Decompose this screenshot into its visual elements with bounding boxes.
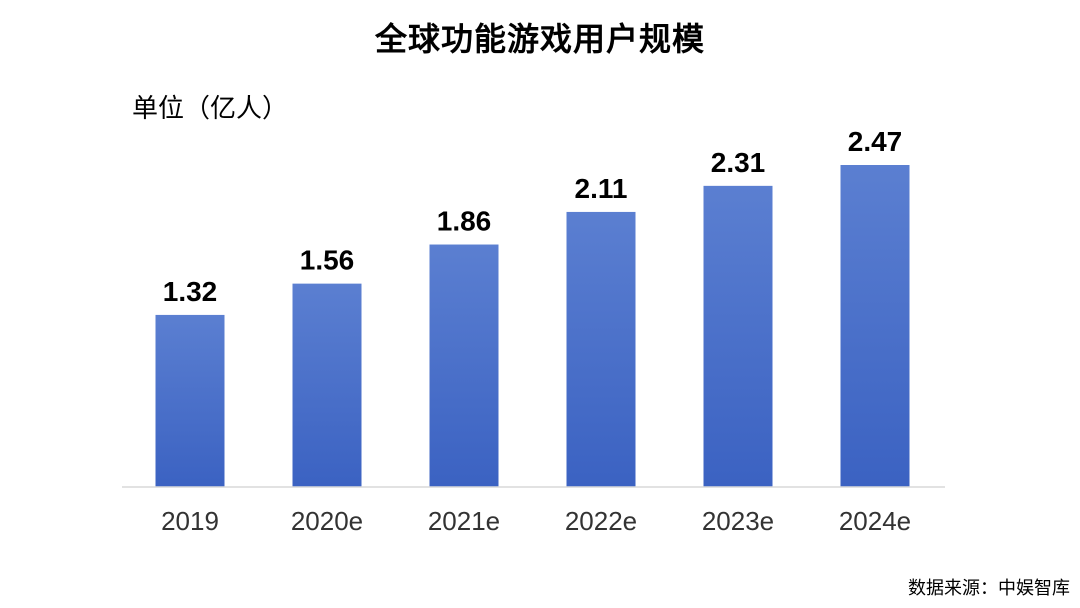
bar-2020e <box>292 283 362 487</box>
bar-2024e <box>840 165 910 487</box>
source-label: 数据来源：中娱智库 <box>908 578 1070 599</box>
x-tick-label-2019: 2019 <box>161 506 219 536</box>
x-tick-label-2023e: 2023e <box>702 506 774 536</box>
ticks-layer: 2019 2020e 2021e 2022e 2023e 2024e <box>161 506 911 536</box>
value-label-2020e: 1.56 <box>300 245 355 276</box>
value-label-2023e: 2.31 <box>711 147 766 178</box>
x-tick-label-2021e: 2021e <box>428 506 500 536</box>
bars-layer <box>155 165 910 488</box>
unit-label: 单位（亿人） <box>132 94 289 124</box>
x-tick-label-2022e: 2022e <box>565 506 637 536</box>
value-label-2021e: 1.86 <box>437 206 492 237</box>
value-label-2024e: 2.47 <box>848 126 903 157</box>
bar-2021e <box>429 244 499 487</box>
value-label-2019: 1.32 <box>163 276 218 307</box>
chart-title: 全球功能游戏用户规模 <box>374 20 705 58</box>
bar-2022e <box>566 211 636 488</box>
bar-2019 <box>155 314 225 487</box>
x-tick-label-2024e: 2024e <box>839 506 911 536</box>
labels-layer: 1.32 1.56 1.86 2.11 2.31 2.47 <box>163 126 903 307</box>
value-label-2022e: 2.11 <box>575 173 628 204</box>
x-tick-label-2020e: 2020e <box>291 506 363 536</box>
bar-2023e <box>703 185 773 487</box>
